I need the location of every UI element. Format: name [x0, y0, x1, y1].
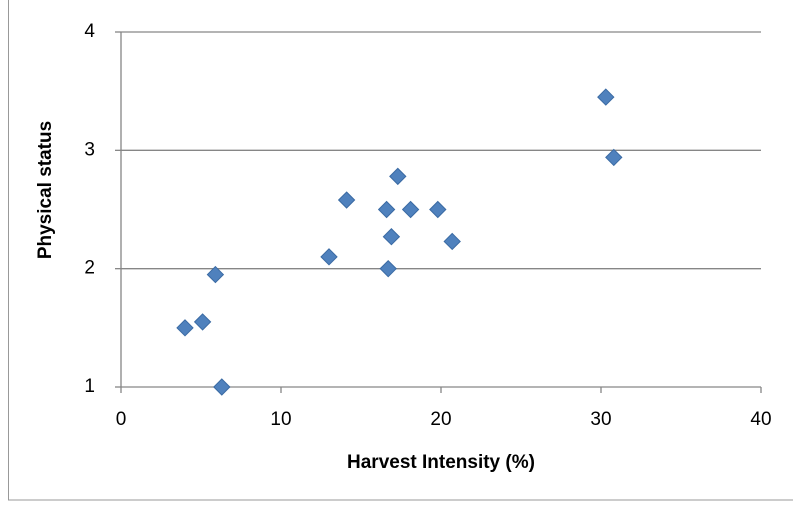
x-tick-label: 0: [116, 409, 127, 430]
scatter-point: [320, 248, 338, 266]
scatter-point: [389, 167, 407, 186]
scatter-point: [379, 259, 397, 278]
scatter-point: [213, 378, 231, 396]
x-axis-title: Harvest Intensity (%): [347, 452, 535, 473]
scatter-point: [176, 319, 194, 337]
scatter-point: [401, 200, 420, 219]
scatter-point: [206, 265, 225, 284]
scatter-point: [443, 232, 461, 251]
y-tick-label: 2: [84, 258, 95, 279]
y-tick-label: 3: [84, 139, 95, 160]
chart-frame: [8, 0, 793, 501]
x-tick-label: 30: [590, 409, 611, 430]
scatter-point: [377, 200, 396, 219]
x-tick-label: 20: [430, 409, 451, 430]
scatter-point: [193, 313, 212, 331]
scatter-point: [337, 191, 356, 209]
y-axis-title: Physical status: [35, 121, 56, 259]
scatter-point: [605, 148, 623, 167]
scatter-point: [597, 88, 615, 106]
scatter-point: [382, 228, 401, 246]
scatter-point: [429, 200, 447, 219]
x-tick-label: 40: [750, 409, 771, 430]
y-tick-label: 4: [84, 21, 95, 42]
x-tick-label: 10: [270, 409, 291, 430]
y-tick-label: 1: [84, 376, 95, 397]
